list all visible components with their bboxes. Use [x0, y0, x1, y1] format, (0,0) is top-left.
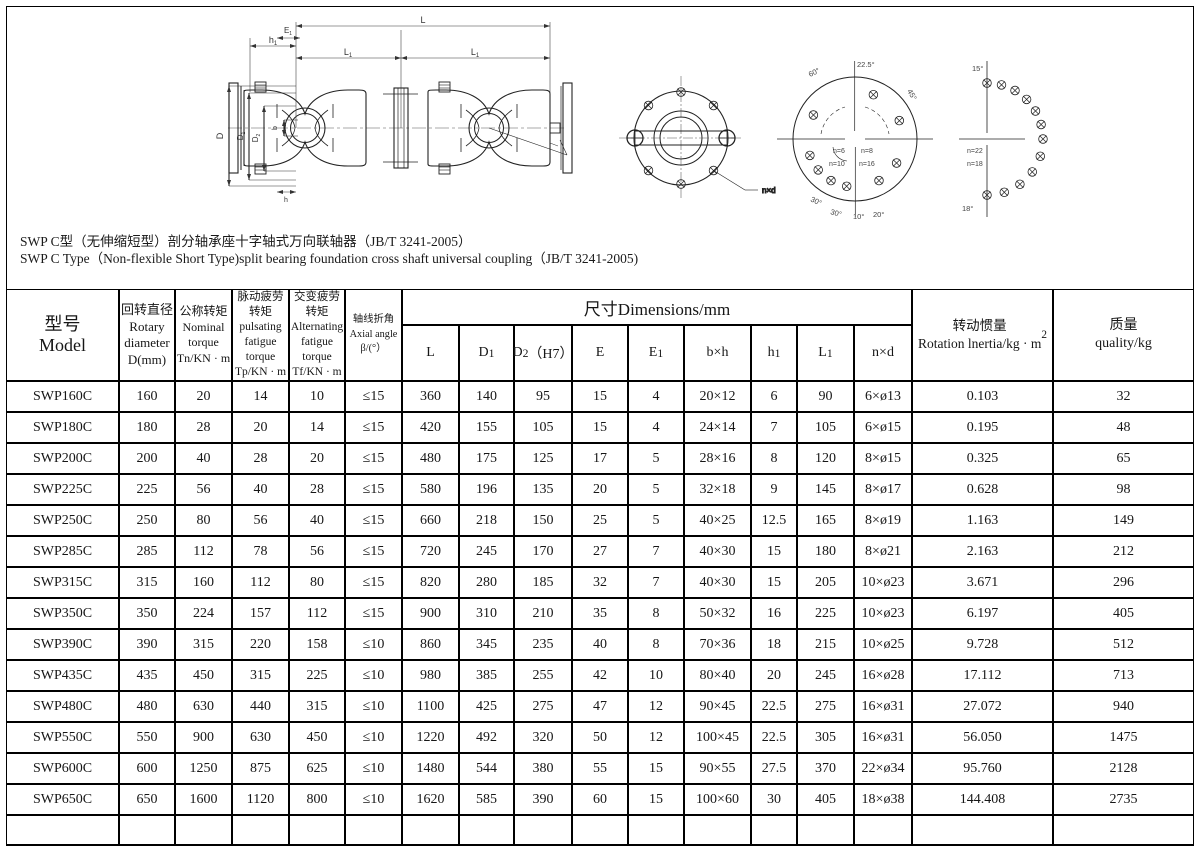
svg-text:n=16: n=16 — [859, 161, 875, 168]
svg-text:E1: E1 — [284, 26, 292, 37]
svg-text:h1: h1 — [269, 35, 278, 47]
svg-text:30°: 30° — [809, 195, 823, 208]
svg-text:20°: 20° — [873, 210, 884, 219]
svg-text:D2: D2 — [251, 134, 262, 143]
svg-text:18°: 18° — [962, 204, 973, 213]
svg-text:n=22: n=22 — [967, 148, 983, 155]
svg-text:b: b — [272, 126, 279, 130]
svg-text:22.5°: 22.5° — [857, 60, 875, 69]
svg-text:n×d: n×d — [762, 186, 776, 195]
svg-text:n=18: n=18 — [967, 161, 983, 168]
svg-text:L1: L1 — [344, 47, 353, 59]
svg-text:n=6: n=6 — [833, 148, 845, 155]
svg-text:h: h — [284, 197, 288, 204]
svg-text:D: D — [215, 132, 225, 139]
svg-text:30°: 30° — [829, 207, 842, 219]
svg-text:n=8: n=8 — [861, 148, 873, 155]
svg-text:60°: 60° — [807, 66, 821, 79]
svg-text:L: L — [420, 15, 425, 25]
svg-text:15°: 15° — [972, 64, 983, 73]
svg-text:n=10: n=10 — [829, 161, 845, 168]
svg-text:10°: 10° — [853, 212, 864, 221]
svg-text:45°: 45° — [905, 88, 918, 102]
svg-text:L1: L1 — [471, 47, 480, 59]
